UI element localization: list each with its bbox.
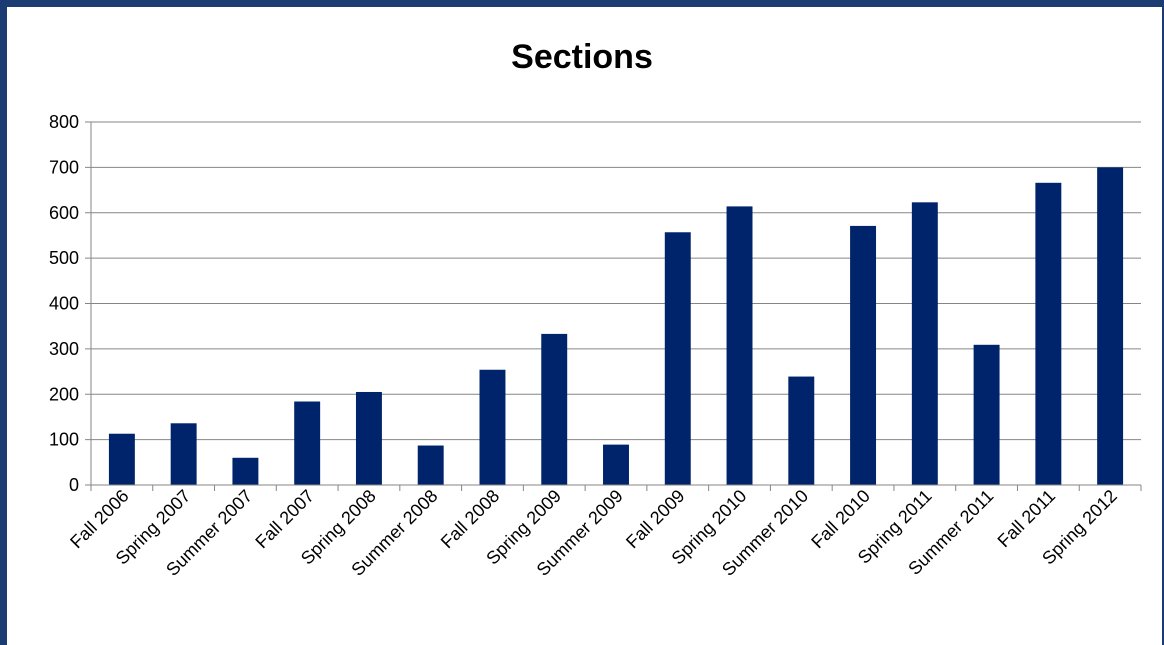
bar-spring-2011 [911,202,938,485]
bar-fall-2011 [1035,182,1062,486]
y-tick-label: 100 [49,430,79,450]
y-tick-label: 400 [49,294,79,314]
y-tick-label: 300 [49,339,79,359]
bar-spring-2009 [541,333,568,485]
bar-spring-2012 [1097,167,1124,485]
bar-fall-2008 [479,369,506,485]
bar-fall-2007 [294,401,321,485]
bar-summer-2009 [603,444,629,485]
bar-spring-2007 [170,423,197,485]
x-tick-label: Fall 2011 [994,486,1060,552]
bar-summer-2008 [417,445,444,485]
gridlines [91,121,1141,441]
bar-fall-2009 [664,232,691,485]
bar-spring-2010 [726,206,753,485]
y-tick-label: 500 [49,248,79,268]
chart-title: Sections [511,38,653,76]
bar-summer-2011 [973,344,1000,485]
y-tick-labels: 0 100 200 300 400 500 600 700 800 [49,112,79,495]
y-tick-label: 600 [49,203,79,223]
y-tick-label: 0 [69,475,79,495]
y-tick-label: 200 [49,384,79,404]
axes [85,121,1142,491]
bars [108,167,1124,486]
y-tick-label: 800 [49,112,79,132]
bar-summer-2010 [788,376,815,485]
bar-fall-2010 [850,225,877,485]
bar-fall-2006 [108,433,135,485]
bar-summer-2007 [232,457,259,485]
y-tick-label: 700 [49,157,79,177]
bar-spring-2008 [355,391,382,485]
